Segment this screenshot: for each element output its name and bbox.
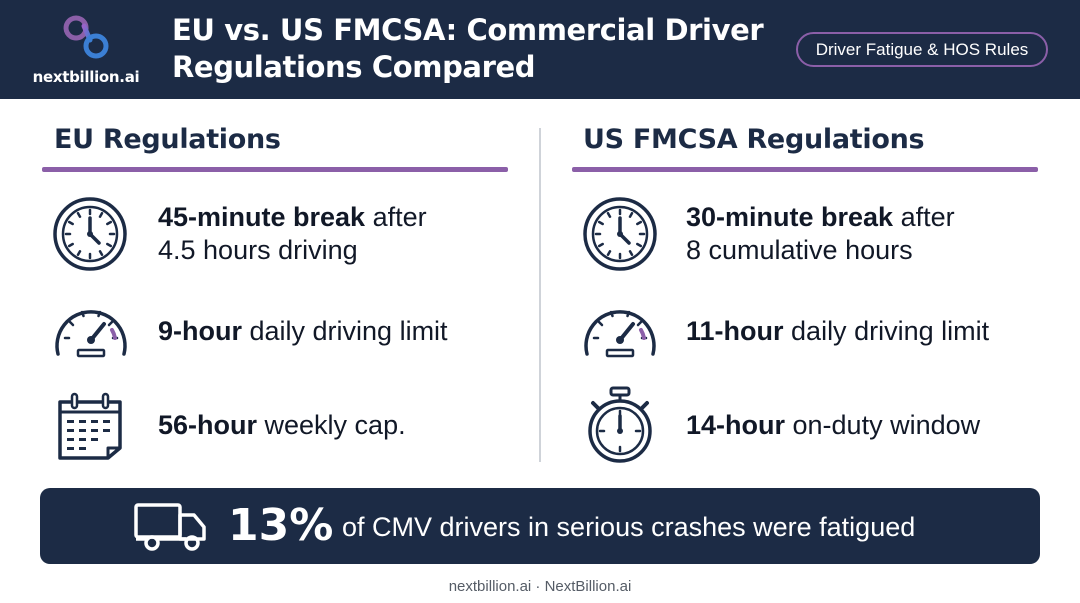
eu-rule-daily-bold: 9-hour [158,316,242,346]
calendar-icon [58,392,122,460]
eu-rule-break-bold: 45-minute break [158,202,366,232]
eu-heading: EU Regulations [54,124,281,155]
logo-mark-icon [63,15,109,59]
eu-heading-underline [42,167,508,172]
eu-rule-weekly-bold: 56-hour [158,410,258,440]
eu-rule-break-line2: 4.5 hours driving [158,235,358,265]
footer-credit: nextbillion.ai · NextBillion.ai [448,578,632,595]
speedometer-icon [584,310,656,358]
clock-icon [583,197,657,271]
eu-rule-daily-rest: daily driving limit [242,316,448,346]
column-divider [539,128,541,462]
clock-icon [53,197,127,271]
fatigue-stat-caption: of CMV drivers in serious crashes were f… [342,512,916,542]
us-rule-break-line2: 8 cumulative hours [686,235,913,265]
stat-banner: 13% of CMV drivers in serious crashes we… [40,488,1040,564]
logo-text: nextbillion.ai [32,68,140,86]
eu-rule-break: 45-minute break after 4.5 hours driving [158,201,427,267]
page-title-line-2: Regulations Compared [172,50,536,84]
eu-rule-break-rest: after [365,202,427,232]
page-title: EU vs. US FMCSA: Commercial Driver Regul… [172,12,772,86]
us-rule-daily: 11-hour daily driving limit [686,315,989,348]
us-heading: US FMCSA Regulations [583,124,925,155]
eu-rule-weekly: 56-hour weekly cap. [158,409,406,442]
us-rule-break-bold: 30-minute break [686,202,894,232]
us-rule-onduty-rest: on-duty window [785,410,981,440]
eu-rule-daily: 9-hour daily driving limit [158,315,448,348]
us-rule-break-rest: after [893,202,955,232]
stopwatch-icon [588,386,652,463]
us-rule-break: 30-minute break after 8 cumulative hours [686,201,955,267]
us-rule-daily-rest: daily driving limit [783,316,990,346]
fatigue-stat-value: 13% [228,500,334,551]
us-heading-underline [572,167,1038,172]
header-bar: nextbillion.ai EU vs. US FMCSA: Commerci… [0,0,1080,99]
speedometer-icon [55,310,127,358]
us-rule-onduty: 14-hour on-duty window [686,409,980,442]
truck-icon [134,503,206,551]
us-rule-daily-bold: 11-hour [686,316,784,346]
us-rule-onduty-bold: 14-hour [686,410,786,440]
eu-rule-weekly-rest: weekly cap. [257,410,406,440]
topic-badge: Driver Fatigue & HOS Rules [796,32,1048,67]
brand-logo[interactable]: nextbillion.ai [30,12,142,92]
page-title-line-1: EU vs. US FMCSA: Commercial Driver [172,13,764,47]
